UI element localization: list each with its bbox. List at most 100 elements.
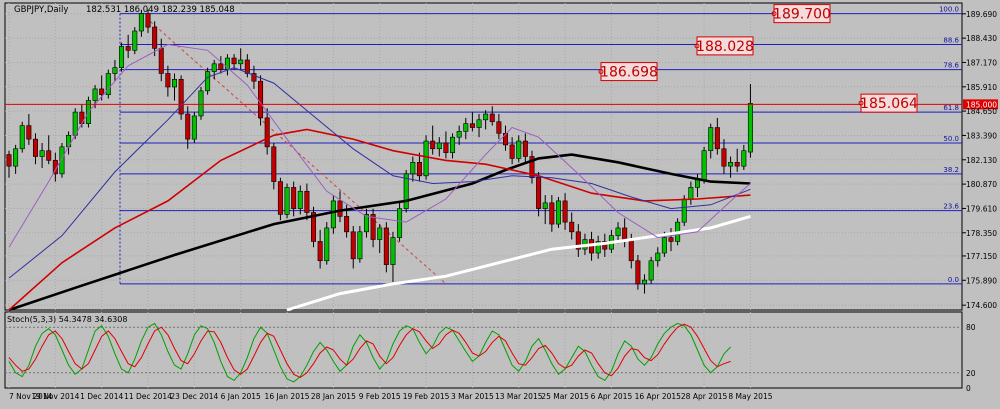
indicator-label: Stoch(5,3,3) 54.3478 34.6308 (7, 315, 127, 324)
time-tick-label: 11 Dec 2014 (124, 392, 172, 401)
candle-body (79, 111, 85, 124)
fibonacci-label: 23.6 (943, 203, 959, 211)
candle-body (496, 121, 502, 134)
moving-averages (8, 43, 751, 312)
price-tick-label: 182.130 (966, 156, 997, 165)
time-tick-label: 23 Dec 2014 (170, 392, 218, 401)
candle-body (165, 73, 171, 88)
price-box (696, 36, 754, 56)
indicator-tick-label: 0 (966, 384, 971, 393)
candle-body (330, 200, 336, 229)
price-tick-label: 184.650 (966, 107, 997, 116)
candle-body (211, 63, 217, 72)
candle-body (377, 227, 383, 240)
candle-body (46, 150, 52, 161)
dashed-trend-line (141, 13, 447, 285)
price-box-label: 185.064 (860, 96, 918, 112)
candle-body (688, 187, 694, 200)
candle-body (297, 190, 303, 209)
candle-body (112, 67, 118, 74)
candle-body (218, 63, 224, 70)
candle-body (258, 80, 264, 119)
price-box (773, 4, 831, 24)
candle-body (132, 30, 138, 51)
candle-body (628, 239, 634, 262)
price-box (860, 93, 918, 113)
fibonacci-label: 38.2 (943, 166, 959, 174)
moving-average-line (8, 128, 751, 311)
candle-body (728, 161, 734, 167)
time-tick-label: 6 Apr 2015 (591, 392, 633, 401)
price-tick-label: 183.390 (966, 131, 997, 140)
candle-body (741, 150, 747, 167)
price-tick-label: 178.350 (966, 229, 997, 238)
candle-body (105, 73, 111, 96)
candle-body (271, 146, 277, 182)
candle-body (450, 136, 456, 153)
stochastic-series (8, 322, 731, 383)
candle-body (661, 237, 667, 254)
price-tick-label: 188.430 (966, 34, 997, 43)
candle-body (231, 57, 237, 65)
candle-body (92, 88, 98, 101)
price-tick-label: 185.910 (966, 83, 997, 92)
candle-body (410, 161, 416, 175)
moving-average-line (8, 67, 751, 279)
candle-body (370, 214, 376, 240)
candle-body (615, 227, 621, 236)
candle-body (469, 123, 475, 128)
candle-body (32, 138, 38, 157)
candle-body (569, 221, 575, 233)
candle-body (489, 113, 495, 123)
candle-body (6, 154, 12, 167)
candle-body (708, 127, 714, 152)
candle-body (423, 140, 429, 177)
candle-body (701, 150, 707, 180)
candle-body (198, 90, 204, 117)
trend-line (141, 13, 447, 285)
candle-body (681, 198, 687, 223)
candle-body (205, 71, 211, 92)
moving-average-line (8, 43, 751, 248)
time-tick-label: 7 Nov 2014 (9, 392, 52, 401)
price-tick-label: 179.610 (966, 204, 997, 213)
time-tick-label: 25 Mar 2015 (541, 392, 589, 401)
candle-body (337, 200, 343, 217)
price-box-anchor (771, 11, 777, 17)
indicator-pane-frame (4, 311, 963, 389)
price-tick-label: 187.170 (966, 58, 997, 67)
time-tick-label: 1 Dec 2014 (80, 392, 123, 401)
candle-body (403, 173, 409, 209)
moving-average-line (8, 153, 751, 312)
candle-body (542, 202, 548, 209)
price-box-anchor (598, 69, 604, 75)
current-price-label: 185.000 (966, 100, 997, 109)
candle-body (668, 237, 674, 242)
price-boxes: 189.700 188.028 186.698 185.064 (598, 4, 918, 113)
current-price-line: 185.000 (5, 99, 998, 110)
time-tick-label: 6 Jan 2015 (221, 392, 261, 401)
candle-body (324, 227, 330, 262)
price-box-anchor (858, 100, 864, 106)
candle-body (291, 187, 297, 209)
time-tick-label: 3 Mar 2015 (451, 392, 494, 401)
candle-body (59, 146, 65, 175)
fibonacci-label: 0.0 (948, 276, 959, 284)
candle-body (502, 133, 508, 146)
candle-body (26, 125, 32, 140)
fibonacci-label: 88.6 (943, 37, 959, 45)
candle-body (549, 202, 555, 225)
candle-body (721, 148, 727, 167)
candle-body (734, 161, 740, 167)
candle-body (284, 187, 290, 215)
candle-body (595, 241, 601, 254)
fibonacci-label: 78.6 (943, 62, 959, 70)
candlestick-series (6, 9, 753, 294)
candle-body (555, 200, 561, 225)
candle-body (430, 140, 436, 150)
candle-body (714, 127, 720, 150)
candle-body (747, 103, 753, 153)
candle-body (125, 46, 131, 51)
moving-average-line (286, 214, 751, 312)
